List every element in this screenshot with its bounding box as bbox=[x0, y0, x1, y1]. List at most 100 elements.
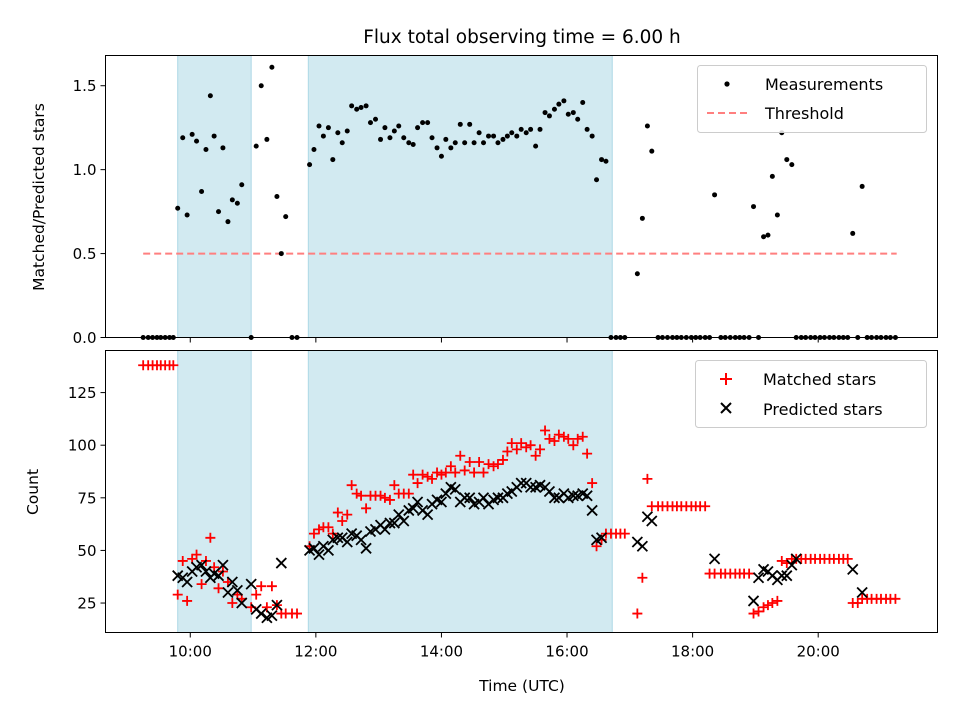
x-tick-label: 14:00 bbox=[420, 643, 463, 661]
top-legend: Measurements Threshold bbox=[697, 65, 927, 133]
measurement-point bbox=[354, 106, 360, 112]
matched-star-point bbox=[450, 467, 461, 478]
predicted-star-point bbox=[586, 504, 598, 517]
matched-star-point bbox=[375, 490, 386, 501]
predicted-star-point bbox=[776, 570, 788, 582]
chart-title: Flux total observing time = 6.00 h bbox=[363, 27, 681, 48]
observing-window-band bbox=[177, 55, 252, 338]
y-tick-label: 0.5 bbox=[73, 245, 97, 263]
measurement-point bbox=[203, 147, 209, 152]
predicted-star-point bbox=[752, 572, 765, 584]
predicted-star-point bbox=[360, 542, 372, 554]
measurement-point bbox=[471, 140, 477, 146]
measurement-point bbox=[434, 145, 440, 151]
measurement-point bbox=[358, 105, 364, 111]
measurement-point bbox=[784, 157, 790, 163]
predicted-star-point bbox=[393, 509, 405, 521]
predicted-star-point bbox=[847, 563, 859, 576]
matched-star-point bbox=[521, 442, 532, 453]
measurement-point bbox=[344, 128, 350, 134]
measurement-point bbox=[311, 147, 317, 152]
matched-star-point bbox=[637, 572, 648, 583]
predicted-star-point bbox=[781, 570, 793, 582]
measurement-point bbox=[491, 133, 497, 139]
predicted-star-point bbox=[355, 534, 367, 546]
measurement-point bbox=[561, 98, 567, 104]
matched-star-point bbox=[776, 555, 787, 566]
measurement-point bbox=[234, 200, 240, 206]
measurement-point bbox=[476, 130, 482, 136]
measurement-point bbox=[594, 177, 600, 183]
count-panel: 25 50 75 100 125 10:00 12:00 14:00 16:00 18:00 20… bbox=[24, 350, 938, 695]
y-tick-label: 0.0 bbox=[73, 329, 97, 347]
matched-star-point bbox=[417, 469, 428, 480]
matched-star-point bbox=[191, 549, 202, 560]
measurement-point bbox=[175, 205, 181, 211]
predicted-star-point bbox=[398, 515, 410, 527]
matched-star-point bbox=[346, 480, 357, 491]
predicted-star-point bbox=[708, 553, 721, 565]
measurement-point bbox=[500, 136, 506, 142]
predicted-star-point bbox=[856, 586, 868, 599]
measurement-point bbox=[194, 138, 200, 144]
matched-star-point bbox=[389, 480, 400, 491]
measurement-point bbox=[225, 219, 231, 225]
matched-star-point bbox=[261, 602, 272, 613]
matched-star-point bbox=[361, 503, 372, 514]
matched-star-point bbox=[572, 433, 583, 444]
measurement-point bbox=[373, 116, 379, 122]
matched-star-point bbox=[256, 581, 267, 592]
measurement-point bbox=[528, 126, 534, 132]
matched-star-point bbox=[497, 454, 508, 465]
ratio-panel: 0.0 0.5 1.0 1.5 Matched/Predicted stars Mea… bbox=[30, 55, 938, 347]
measurement-point bbox=[335, 130, 341, 136]
matched-star-point bbox=[549, 435, 560, 446]
measurement-point bbox=[859, 183, 865, 189]
predicted-star-point bbox=[322, 544, 335, 557]
predicted-star-point bbox=[524, 481, 537, 493]
predicted-star-point bbox=[384, 517, 396, 529]
measurement-point bbox=[504, 133, 510, 139]
measurement-point bbox=[320, 133, 326, 139]
matched-star-point bbox=[540, 425, 551, 436]
matched-star-point bbox=[384, 494, 395, 505]
matched-star-point bbox=[842, 553, 853, 564]
matched-star-point bbox=[172, 589, 183, 600]
matched-star-points bbox=[138, 360, 901, 619]
matched-star-point bbox=[266, 581, 277, 592]
matched-star-point bbox=[432, 467, 443, 478]
predicted-star-point bbox=[195, 559, 208, 571]
top-y-ticks: 0.0 0.5 1.0 1.5 bbox=[73, 77, 106, 347]
matched-star-point bbox=[440, 467, 451, 478]
measurement-point bbox=[509, 130, 515, 136]
bottom-legend-box bbox=[695, 360, 927, 428]
measurement-point bbox=[258, 83, 264, 89]
y-tick-label: 25 bbox=[77, 595, 96, 613]
matched-star-point bbox=[619, 528, 630, 539]
matched-star-point bbox=[582, 448, 593, 459]
predicted-star-point bbox=[492, 492, 504, 504]
matched-star-point bbox=[700, 501, 711, 512]
measurement-point bbox=[457, 121, 463, 127]
measurement-point bbox=[199, 188, 205, 194]
measurement-point bbox=[216, 209, 222, 215]
matched-star-point bbox=[213, 583, 224, 594]
predicted-star-point bbox=[435, 496, 448, 508]
predicted-star-point bbox=[477, 492, 490, 504]
matched-star-point bbox=[502, 446, 513, 457]
x-tick-label: 12:00 bbox=[294, 643, 337, 661]
matched-star-point bbox=[506, 438, 517, 449]
measurement-point bbox=[570, 110, 576, 116]
bottom-x-ticks: 10:00 12:00 14:00 16:00 18:00 20:00 bbox=[169, 632, 840, 661]
predicted-star-point bbox=[449, 483, 461, 496]
legend-predicted-label: Predicted stars bbox=[763, 400, 883, 419]
measurement-point bbox=[518, 126, 524, 132]
matched-star-point bbox=[483, 459, 494, 470]
measurement-point bbox=[349, 103, 355, 109]
predicted-star-point bbox=[275, 557, 287, 569]
measurement-point bbox=[551, 106, 557, 112]
measurement-point bbox=[575, 116, 581, 122]
y-tick-label: 100 bbox=[68, 437, 97, 455]
measurement-point bbox=[565, 111, 571, 117]
matched-star-point bbox=[464, 457, 475, 468]
